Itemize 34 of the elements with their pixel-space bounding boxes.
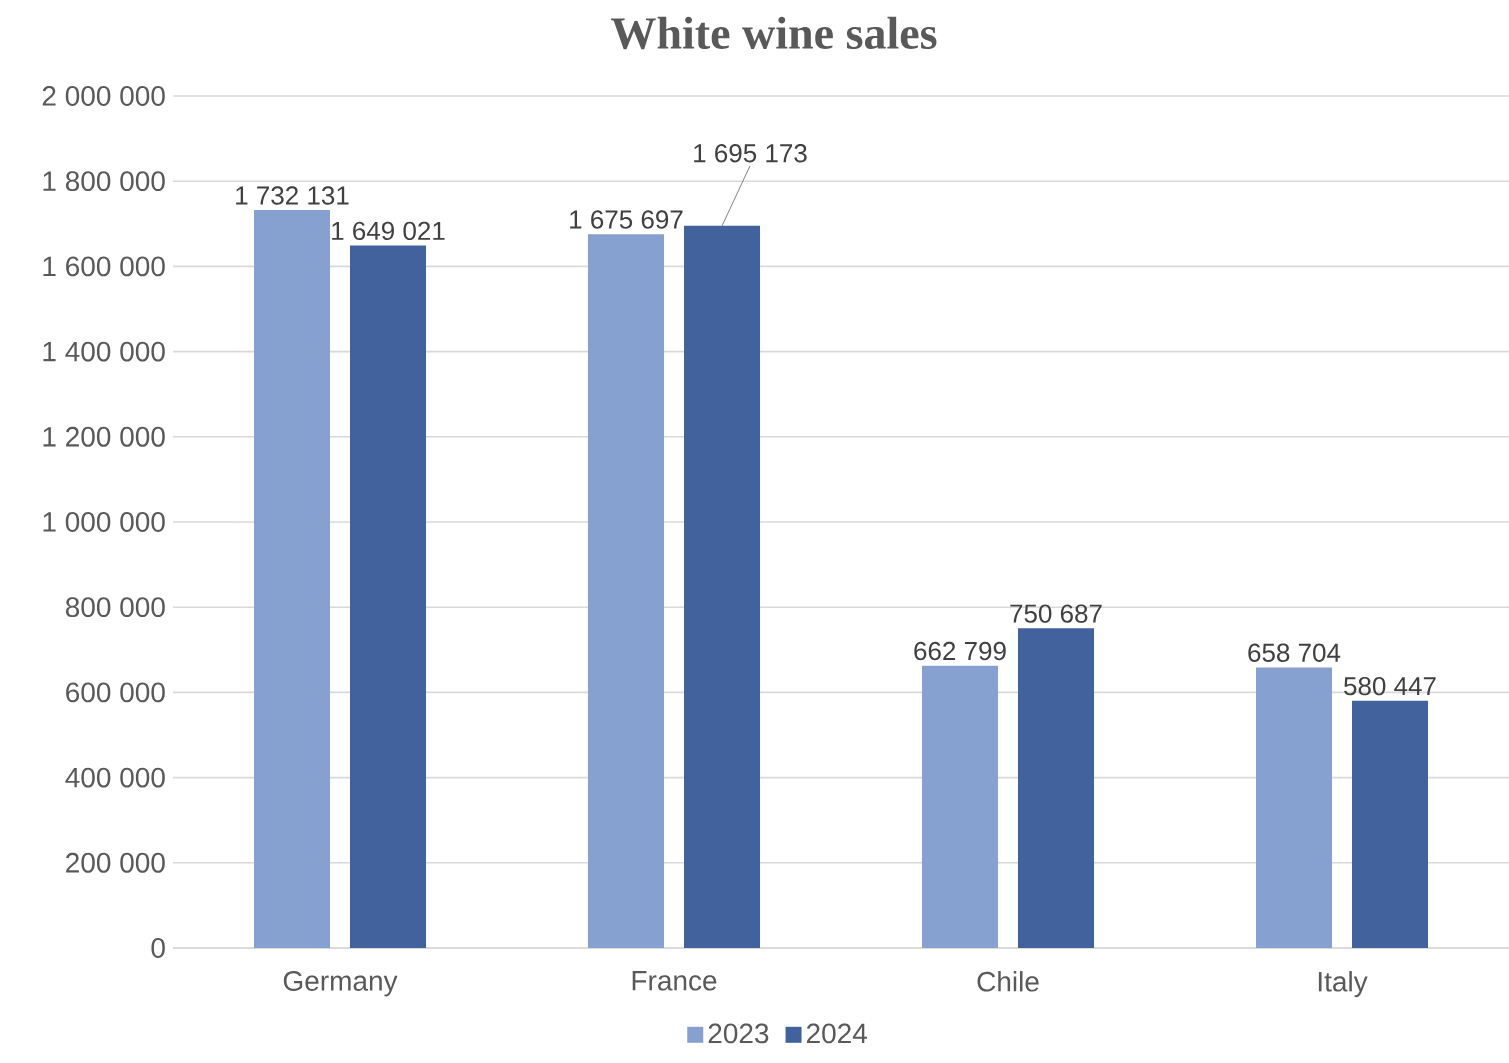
data-label: 1 695 173 xyxy=(694,144,807,163)
data-label: 1 675 697 xyxy=(570,210,683,229)
bar xyxy=(684,225,760,948)
y-tick-label: 1 800 000 xyxy=(43,171,165,192)
x-tick-label: Germany xyxy=(283,971,398,997)
y-tick-label: 1 000 000 xyxy=(43,512,165,532)
y-tick-label: 2 000 000 xyxy=(42,86,165,106)
y-tick-label: 600 000 xyxy=(66,682,165,703)
bar xyxy=(588,234,665,948)
y-tick-label: 1 600 000 xyxy=(43,256,165,277)
bar xyxy=(1018,628,1095,948)
bar xyxy=(350,245,427,948)
y-tick-label: 1 200 000 xyxy=(43,426,165,447)
x-tick-label: France xyxy=(632,971,717,991)
y-tick-label: 200 000 xyxy=(66,852,165,873)
x-tick-label: Italy xyxy=(1318,971,1368,998)
data-label: 750 687 xyxy=(1010,604,1102,623)
data-label: 580 447 xyxy=(1344,676,1436,696)
bar xyxy=(254,210,330,948)
bar xyxy=(1256,667,1333,948)
x-tick-label: Chile xyxy=(977,971,1039,992)
legend-label: 2024 xyxy=(806,1023,867,1044)
data-label: 662 799 xyxy=(914,641,1006,661)
chart-title: White wine sales xyxy=(611,16,937,50)
data-label: 658 704 xyxy=(1248,643,1341,662)
y-tick-label: 800 000 xyxy=(65,597,165,618)
y-tick-label: 400 000 xyxy=(65,767,165,788)
data-label: 1 732 131 xyxy=(236,186,349,205)
y-tick-label: 0 xyxy=(151,938,165,958)
bar xyxy=(1352,700,1429,948)
data-label: 1 649 021 xyxy=(332,221,445,241)
legend-label: 2023 xyxy=(708,1023,769,1044)
y-tick-label: 1 400 000 xyxy=(43,341,165,362)
bar xyxy=(922,665,999,948)
